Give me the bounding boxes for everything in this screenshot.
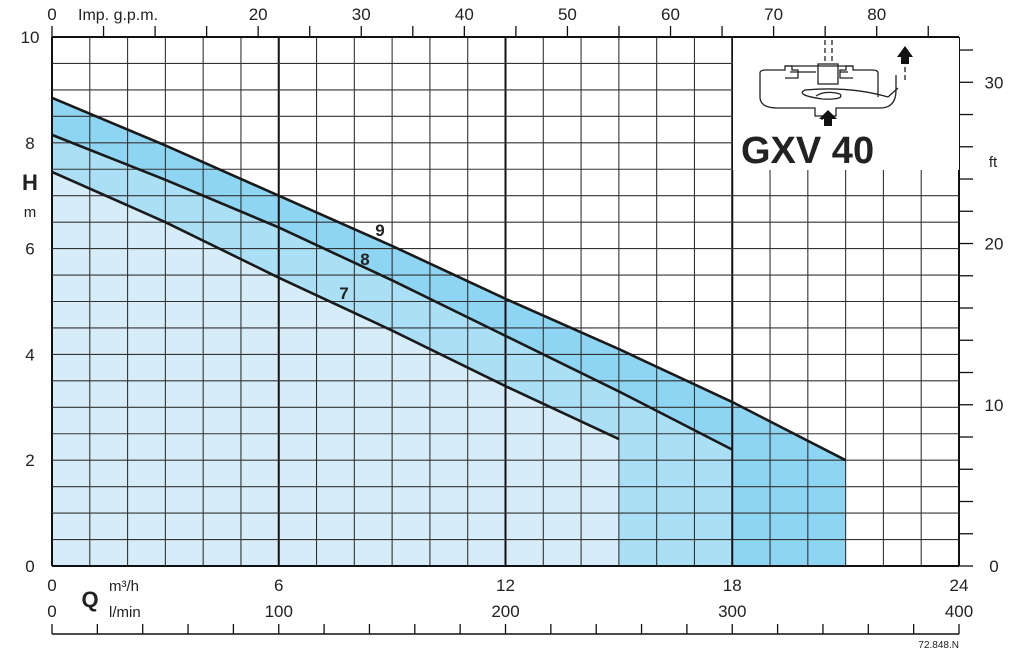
pump-inset: GXV 40 <box>733 38 959 172</box>
curve-label-7: 7 <box>339 284 348 303</box>
x-unit: m³/h <box>109 578 139 595</box>
gpm-tick-label: 20 <box>249 5 268 24</box>
outlet-arrow-icon <box>897 46 913 64</box>
y-tick-label: 0 <box>25 557 34 576</box>
lmin-tick-label: 0 <box>47 602 56 621</box>
gpm-tick-label: 50 <box>558 5 577 24</box>
inlet-arrow-icon <box>819 110 837 126</box>
x-tick-label: 0 <box>47 576 56 595</box>
lmin-tick-label: 400 <box>945 602 973 621</box>
y-right-unit: ft <box>989 154 998 171</box>
y-tick-label: 2 <box>25 451 34 470</box>
pump-diagram-icon <box>759 40 906 120</box>
y-axis-label: H <box>22 170 38 195</box>
gpm-tick-label: 60 <box>661 5 680 24</box>
figure-code: 72.848.N <box>918 640 959 651</box>
y-tick-label: 8 <box>25 134 34 153</box>
gpm-tick-label: 30 <box>352 5 371 24</box>
y-tick-label: 10 <box>21 28 40 47</box>
x-top-unit: Imp. g.p.m. <box>78 7 158 24</box>
x-axis-label: Q <box>81 587 98 612</box>
curve-8 <box>51 133 733 451</box>
lmin-tick-label: 300 <box>718 602 746 621</box>
ft-tick-label: 30 <box>985 73 1004 92</box>
x-tick-label: 24 <box>950 576 969 595</box>
lmin-tick-label: 100 <box>265 602 293 621</box>
curve-9 <box>51 96 847 462</box>
gpm-tick-label: 0 <box>47 5 56 24</box>
curve-label-8: 8 <box>360 250 369 269</box>
y-tick-label: 6 <box>25 240 34 259</box>
ft-tick-label: 0 <box>989 557 998 576</box>
gpm-tick-label: 40 <box>455 5 474 24</box>
curve-label-9: 9 <box>375 221 384 240</box>
x-tick-label: 18 <box>723 576 742 595</box>
ft-tick-label: 10 <box>985 396 1004 415</box>
lmin-tick-label: 200 <box>491 602 519 621</box>
gpm-tick-label: 80 <box>867 5 886 24</box>
area-7 <box>52 171 619 566</box>
y-axis-unit: m <box>24 204 37 221</box>
curves: 987 <box>51 96 847 462</box>
x-tick-label: 12 <box>496 576 515 595</box>
ft-tick-label: 20 <box>985 235 1004 254</box>
curve-7 <box>51 170 620 441</box>
operating-areas <box>52 97 846 567</box>
x-secondary-unit: l/min <box>109 604 141 621</box>
x-tick-label: 6 <box>274 576 283 595</box>
chart-title: GXV 40 <box>741 130 874 172</box>
inset-background <box>733 38 959 170</box>
gpm-tick-label: 70 <box>764 5 783 24</box>
y-tick-label: 4 <box>25 345 34 364</box>
